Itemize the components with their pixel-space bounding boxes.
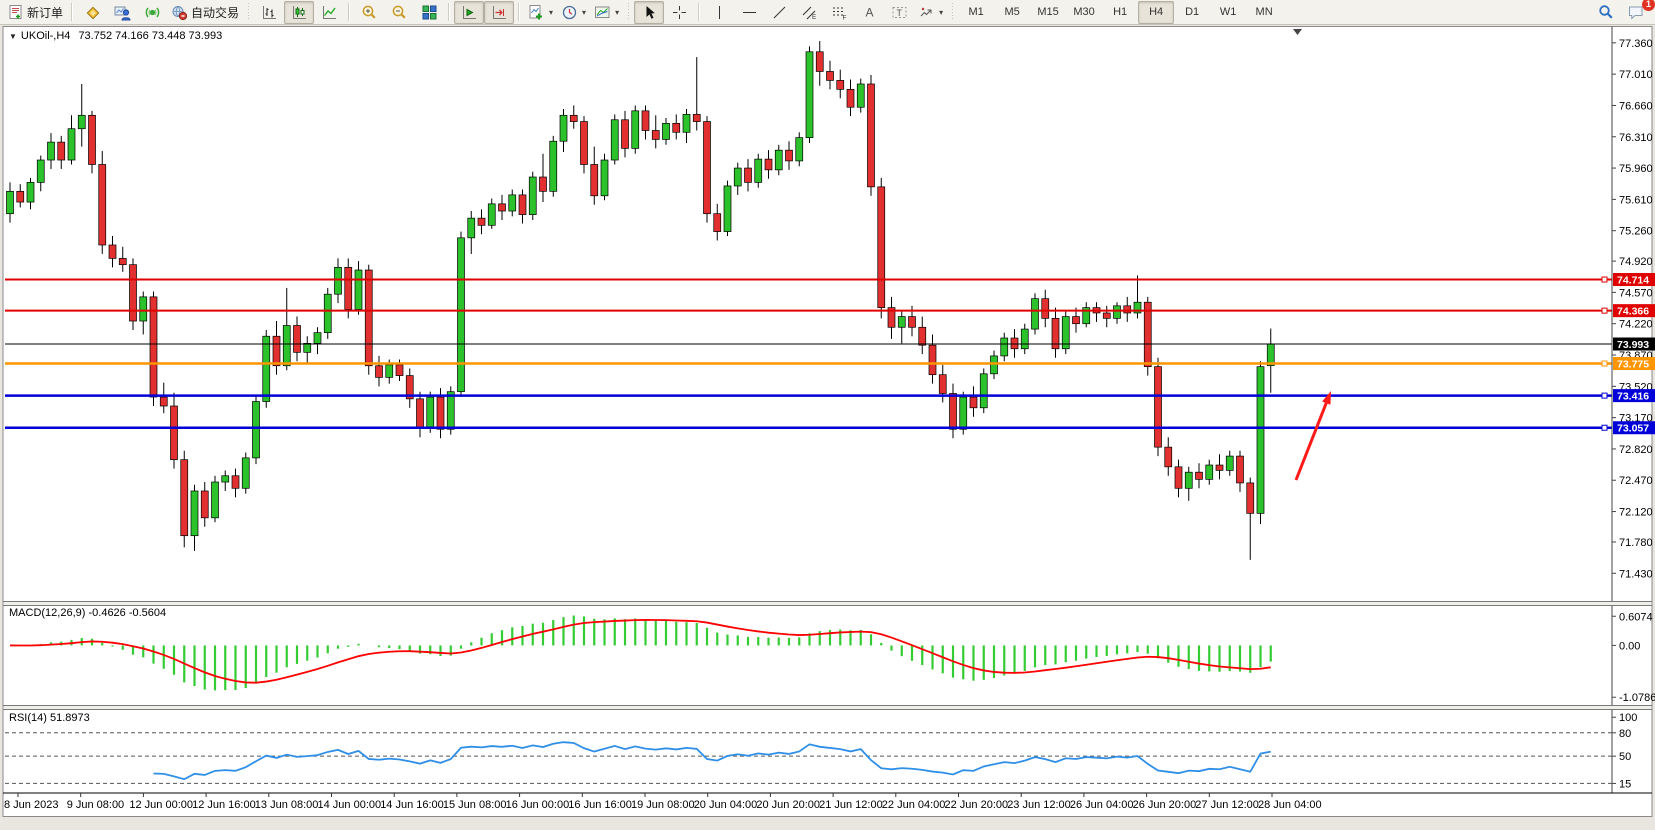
templates-icon [594, 4, 611, 21]
auto-scroll-icon [461, 4, 478, 21]
timeframes-icon [561, 4, 578, 21]
new-order-icon [8, 4, 24, 20]
period-button-m5[interactable]: M5 [1004, 6, 1020, 18]
equidistant-channel-button[interactable]: E [794, 1, 824, 24]
macd-name: MACD(12,26,9) [9, 607, 86, 619]
text-label-button[interactable]: T [884, 1, 914, 24]
fibonacci-icon: F [831, 4, 848, 21]
navigator-icon [114, 4, 131, 21]
symbol-timeframe-label: UKOil-,H4 [20, 30, 71, 42]
cursor-icon [641, 4, 658, 21]
period-button-m30[interactable]: M30 [1073, 6, 1095, 18]
autotrading-button[interactable]: 自动交易 [167, 1, 243, 24]
text-button[interactable]: A [854, 1, 884, 24]
macd-indicator-label: MACD(12,26,9) -0.4626 -0.5604 [9, 607, 166, 619]
tile-windows-icon [421, 4, 438, 21]
svg-text:E: E [812, 14, 817, 21]
bar-chart-button[interactable] [254, 1, 284, 24]
new-order-button[interactable]: 新订单 [4, 1, 67, 24]
templates-button[interactable]: ▾ [590, 1, 623, 24]
equidistant-channel-icon: E [801, 4, 818, 21]
timeframes-caret-icon: ▾ [582, 7, 587, 17]
symbol-dropdown-icon[interactable]: ▼ [9, 32, 17, 41]
line-chart-icon [321, 4, 338, 21]
horizontal-line-button[interactable] [734, 1, 764, 24]
period-button-h1[interactable]: H1 [1113, 6, 1128, 18]
tile-windows-button[interactable] [414, 1, 444, 24]
arrows-icon [918, 4, 935, 21]
period-button-m1[interactable]: M1 [968, 6, 984, 18]
search-icon [1597, 3, 1615, 21]
timeframes-button[interactable]: ▾ [557, 1, 590, 24]
chart-shift-button[interactable] [484, 0, 515, 24]
indicators-caret-icon: ▾ [549, 7, 554, 17]
period-button-m15[interactable]: M15 [1037, 6, 1059, 18]
price-axis[interactable] [1612, 27, 1654, 793]
vertical-line-icon [711, 4, 728, 21]
zoom-in-button[interactable] [354, 1, 384, 24]
indicators-button[interactable]: ▾ [524, 1, 557, 24]
indicators-icon [528, 4, 545, 21]
auto-scroll-button[interactable] [454, 0, 485, 24]
candlestick-button[interactable] [284, 0, 315, 24]
line-chart-button[interactable] [314, 1, 344, 24]
crosshair-button[interactable] [664, 1, 694, 24]
zoom-out-button[interactable] [384, 1, 414, 24]
macd-values: -0.4626 -0.5604 [88, 607, 167, 619]
new-order-label: 新订单 [27, 5, 64, 20]
arrows-caret-icon: ▾ [939, 7, 944, 17]
trendline-icon [771, 4, 788, 21]
cursor-button[interactable] [634, 0, 665, 24]
autotrading-label: 自动交易 [191, 5, 240, 20]
period-button-mn[interactable]: MN [1255, 6, 1273, 18]
crosshair-icon [671, 4, 688, 21]
period-button-h4[interactable]: H4 [1138, 0, 1175, 24]
horizontal-line-icon [741, 4, 758, 21]
svg-text:F: F [842, 14, 846, 21]
period-button-d1[interactable]: D1 [1185, 6, 1200, 18]
signals-button[interactable] [137, 1, 167, 24]
svg-text:T: T [896, 7, 902, 17]
chat-icon [1627, 3, 1645, 21]
signals-icon [144, 4, 161, 21]
market-watch-button[interactable] [77, 1, 107, 24]
chart-canvas[interactable] [4, 27, 1611, 793]
chart-title: ▼ UKOil-,H4 73.752 74.166 73.448 73.993 [9, 30, 222, 42]
arrows-button[interactable]: ▾ [914, 1, 947, 24]
time-axis[interactable] [4, 793, 1611, 815]
period-group: M1 M5 M15 M30 H1 H4 D1 W1 MN [958, 0, 1282, 24]
autotrading-icon [171, 4, 188, 21]
candlestick-icon [291, 4, 308, 21]
bar-chart-icon [261, 4, 278, 21]
rsi-name: RSI(14) [9, 712, 47, 724]
rsi-indicator-label: RSI(14) 51.8973 [9, 712, 90, 724]
templates-caret-icon: ▾ [615, 7, 620, 17]
rsi-value: 51.8973 [49, 712, 90, 724]
main-toolbar: 新订单 自动交易 ▾ ▾ ▾ E F A T ▾ M1 M5 M15 M30 H1 H4 D… [0, 0, 1655, 25]
trendline-button[interactable] [764, 1, 794, 24]
fibonacci-button[interactable]: F [824, 1, 854, 24]
navigator-button[interactable] [107, 1, 137, 24]
search-button[interactable] [1591, 1, 1621, 24]
svg-text:A: A [865, 5, 873, 19]
chart-shift-icon [491, 4, 508, 21]
notification-badge: 1 [1642, 0, 1655, 11]
text-icon: A [861, 4, 878, 21]
period-button-w1[interactable]: W1 [1219, 6, 1237, 18]
ohlc-values: 73.752 74.166 73.448 73.993 [78, 30, 223, 42]
vertical-line-button[interactable] [704, 1, 734, 24]
text-label-icon: T [891, 4, 908, 21]
zoom-in-icon [361, 4, 378, 21]
zoom-out-icon [391, 4, 408, 21]
notifications-button[interactable]: 1 [1621, 0, 1655, 24]
market-watch-icon [84, 4, 101, 21]
